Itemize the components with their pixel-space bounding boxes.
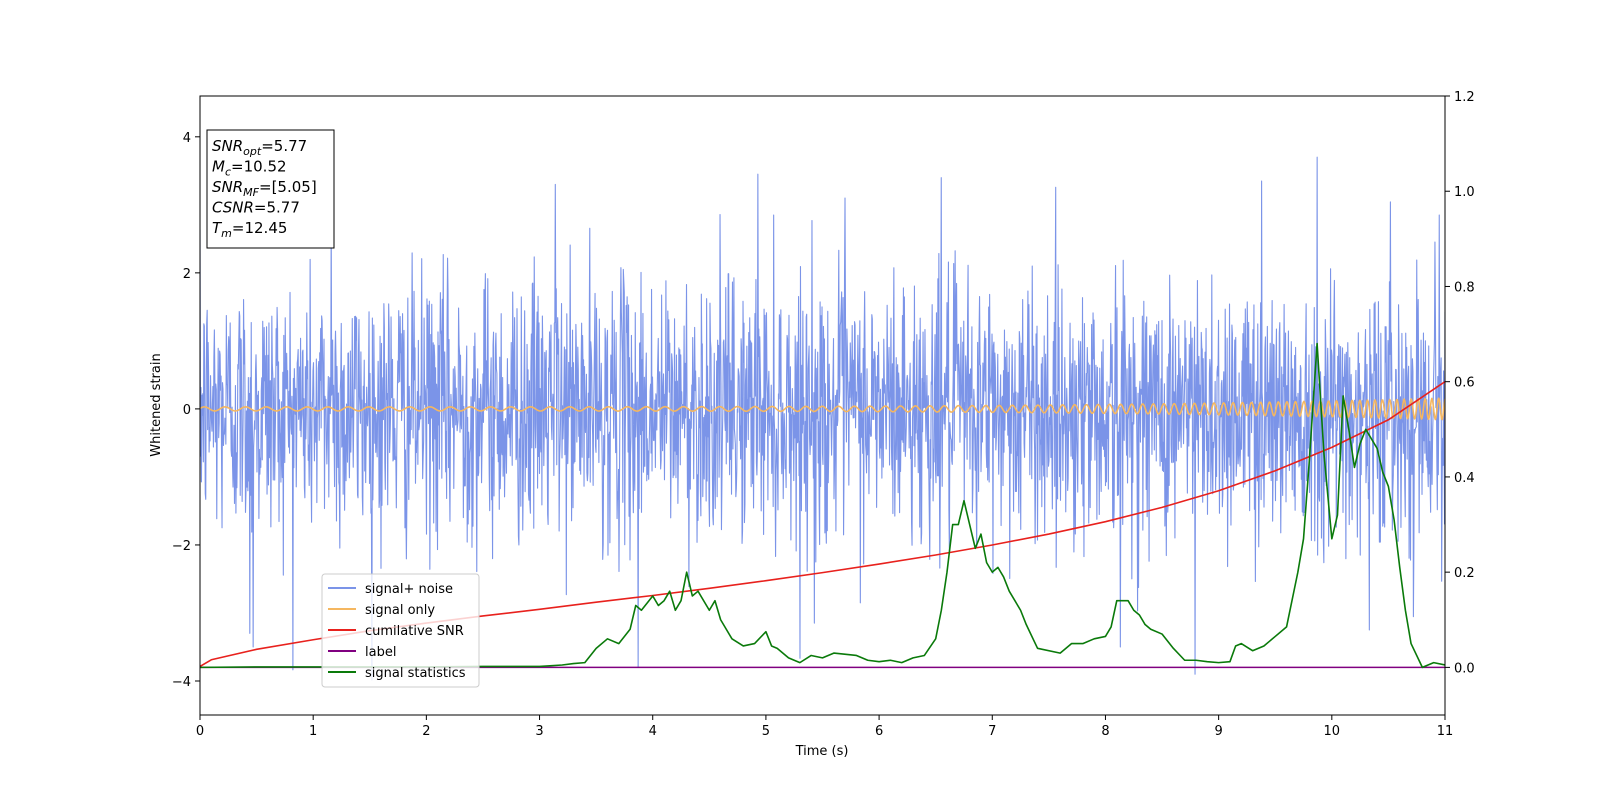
x-tick-label: 10 bbox=[1324, 724, 1341, 739]
x-tick-label: 5 bbox=[762, 724, 770, 739]
y-left-tick-label: 2 bbox=[183, 267, 191, 282]
legend-label: signal statistics bbox=[365, 666, 466, 681]
y-left-tick-label: 4 bbox=[183, 131, 191, 146]
y-left-tick-label: −2 bbox=[172, 539, 191, 554]
x-tick-label: 1 bbox=[309, 724, 317, 739]
y-right-tick-label: 1.0 bbox=[1454, 185, 1475, 200]
legend-label: signal+ noise bbox=[365, 582, 453, 597]
legend-label: signal only bbox=[365, 603, 435, 618]
series-line-0 bbox=[200, 156, 1445, 681]
x-tick-label: 6 bbox=[875, 724, 883, 739]
series-line-4 bbox=[200, 342, 1445, 669]
info-line: Mc=10.52 bbox=[212, 158, 287, 179]
info-box-frame bbox=[206, 129, 335, 249]
info-line: CSNR=5.77 bbox=[212, 199, 300, 217]
x-axis-label: Time (s) bbox=[795, 744, 849, 759]
y-right-tick-label: 0.6 bbox=[1454, 376, 1475, 391]
x-tick-label: 3 bbox=[535, 724, 543, 739]
legend-label: cumilative SNR bbox=[365, 624, 464, 639]
info-line: Tm=12.45 bbox=[212, 219, 287, 240]
x-tick-label: 0 bbox=[196, 724, 204, 739]
info-line: SNRopt=5.77 bbox=[212, 137, 307, 158]
series-line-1 bbox=[200, 397, 1445, 421]
y-axis-label: Whitened strain bbox=[149, 353, 164, 456]
legend: signal+ noise signal only cumilative SNR la… bbox=[321, 573, 480, 688]
axes-frame bbox=[199, 95, 1446, 716]
x-tick-label: 11 bbox=[1437, 724, 1454, 739]
y-right-tick-label: 1.2 bbox=[1454, 90, 1475, 105]
x-tick-label: 2 bbox=[422, 724, 430, 739]
x-tick-label: 8 bbox=[1101, 724, 1109, 739]
y-right-tick-label: 0.2 bbox=[1454, 566, 1475, 581]
y-left-tick-label: 0 bbox=[183, 403, 191, 418]
info-line: SNRMF=[5.05] bbox=[212, 178, 317, 199]
legend-frame bbox=[321, 573, 480, 688]
legend-label: label bbox=[365, 645, 396, 660]
x-tick-label: 4 bbox=[649, 724, 657, 739]
info-box: SNRopt=5.77Mc=10.52SNRMF=[5.05]CSNR=5.77… bbox=[206, 129, 335, 249]
y-right-tick-label: 0.4 bbox=[1454, 471, 1475, 486]
y-right-tick-label: 0.8 bbox=[1454, 280, 1475, 295]
x-tick-label: 7 bbox=[988, 724, 996, 739]
ticks-layer: 0 1 2 3 4 5 6 7 8 9 10 11 4 2 0 −2 −4 1.2 1.0 0.8 0.6 0.4 0.2 0… bbox=[172, 90, 1475, 739]
y-left-tick-label: −4 bbox=[172, 675, 191, 690]
x-tick-label: 9 bbox=[1214, 724, 1222, 739]
y-right-tick-label: 0.0 bbox=[1454, 661, 1475, 676]
